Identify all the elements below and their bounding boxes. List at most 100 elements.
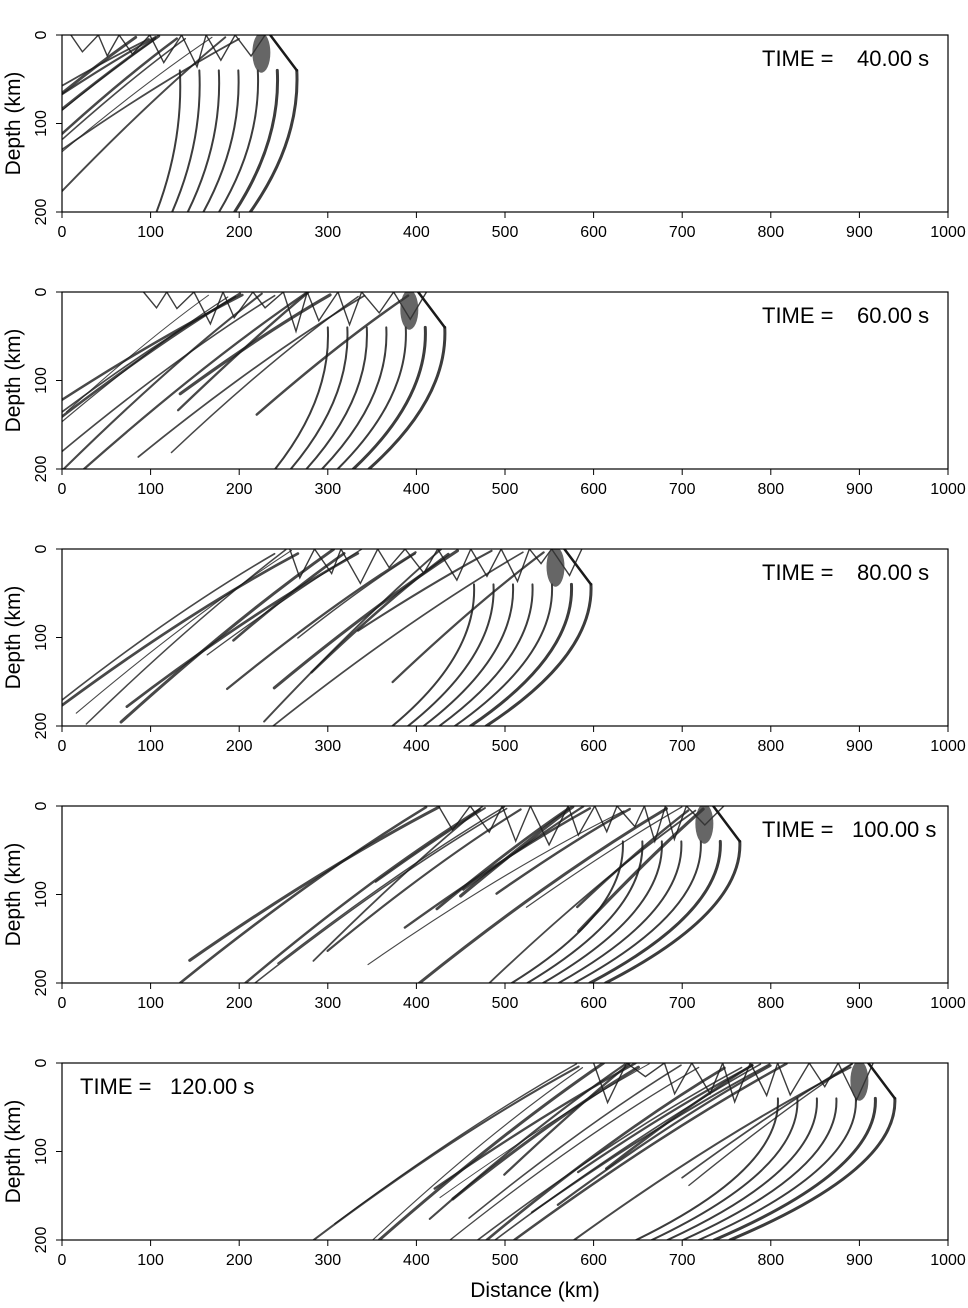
wavefront-arc [438,583,534,726]
head-wave [688,1063,853,1187]
head-wave [254,807,508,983]
x-tick-label: 400 [403,224,430,241]
x-tick-label: 300 [314,481,341,498]
y-tick-label: 0 [33,544,50,553]
x-tick-label: 0 [58,738,67,755]
head-wave [312,1065,580,1240]
wavefront-kink [867,1063,897,1100]
head-wave [439,1063,650,1199]
wavefront-arc [233,68,280,212]
time-value: 60.00 s [857,303,929,328]
wavefront-arc [407,583,495,726]
y-tick-label: 100 [33,624,50,651]
head-wave [62,552,276,702]
wavefront-arc [650,1097,799,1240]
time-value: 120.00 s [170,1074,254,1099]
head-wave [188,806,441,962]
wavefront-arc [391,583,476,726]
x-tick-label: 600 [580,481,607,498]
wavefront-arc [155,69,182,212]
head-wave [62,37,150,87]
x-tick-label: 900 [846,224,873,241]
x-tick-label: 1000 [930,1252,966,1269]
time-value: 40.00 s [857,46,929,71]
panel-3: 0 100 200 300 400 500 600 700 800 900 1000 0 100 200 D… [2,544,966,755]
head-wave [255,294,410,416]
surface-reverberations [592,1063,874,1105]
head-wave [178,293,332,396]
panel-1: 0 100 200 300 400 500 600 700 800 900 1000 0 100 200 D… [2,30,966,241]
panel-2: 0 100 200 300 400 500 600 700 800 900 1000 0 100 200 D… [2,287,966,498]
surface-reverberations [437,806,725,847]
wavefront-kink [711,806,742,843]
wavefront-arc [542,840,663,983]
x-tick-label: 0 [58,995,67,1012]
head-wave [263,549,443,723]
x-tick-label: 700 [669,224,696,241]
x-tick-label: 500 [492,224,519,241]
y-axis-title: Depth (km) [2,843,25,947]
x-tick-label: 800 [757,224,784,241]
x-tick-label: 0 [58,224,67,241]
head-wave [277,806,506,965]
head-wave [494,1063,762,1240]
wavefront-arc [351,325,427,469]
head-wave [417,807,668,983]
x-tick-label: 300 [314,995,341,1012]
x-tick-label: 700 [669,1252,696,1269]
x-tick-label: 300 [314,738,341,755]
wavefield [62,549,593,726]
wavefront-arc [588,839,722,983]
wavefront-arc [557,840,683,983]
wavefield [312,1063,897,1240]
wavefront-arc [484,582,593,726]
wavefield [62,292,447,469]
y-tick-label: 200 [33,1227,50,1254]
head-wave [85,549,287,725]
x-tick-label: 900 [846,481,873,498]
x-tick-label: 700 [669,738,696,755]
head-wave [377,1063,605,1240]
head-wave [495,807,631,895]
x-tick-label: 600 [580,1252,607,1269]
y-tick-label: 100 [33,110,50,137]
x-tick-label: 600 [580,995,607,1012]
time-label: TIME = [80,1074,152,1099]
wavefront-arc [469,582,573,726]
x-tick-label: 800 [757,995,784,1012]
y-tick-label: 0 [33,1058,50,1067]
head-wave [62,35,138,96]
head-wave [326,808,522,952]
wavefront-kink [416,292,447,329]
head-wave [468,1064,682,1219]
x-tick-label: 500 [492,1252,519,1269]
head-wave [367,810,625,966]
time-value: 100.00 s [852,817,936,842]
wavefront-arc [604,839,742,983]
x-tick-label: 100 [137,224,164,241]
x-tick-label: 700 [669,995,696,1012]
wavefront-arc [248,68,299,212]
y-tick-label: 200 [33,970,50,997]
head-wave [485,1066,726,1240]
wavefront-arc [712,1096,877,1240]
wavefront-arc [526,840,644,983]
wavefront-arc [305,326,368,469]
head-wave [62,36,213,153]
head-wave [178,806,428,983]
head-wave [576,1064,754,1174]
x-tick-label: 100 [137,995,164,1012]
head-wave [176,292,310,412]
time-label: TIME = [762,817,834,842]
head-wave [82,292,308,469]
surface-reverberations [70,35,266,69]
wavefront-arc [682,1097,838,1240]
x-tick-label: 200 [226,224,253,241]
head-wave [297,553,416,639]
y-axis-title: Depth (km) [2,329,25,433]
x-tick-label: 100 [137,481,164,498]
x-tick-label: 700 [669,481,696,498]
x-tick-label: 200 [226,995,253,1012]
surface-reverberations [289,549,583,585]
